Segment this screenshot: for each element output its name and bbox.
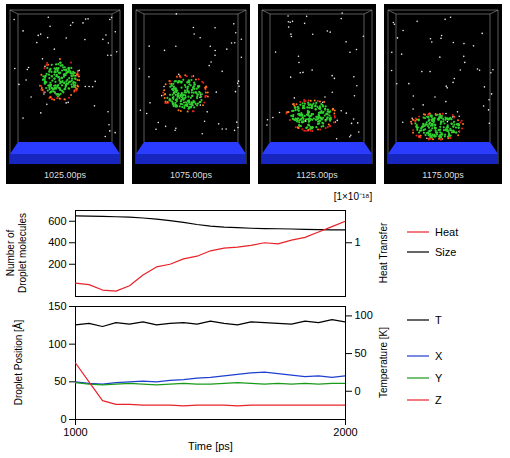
svg-text:50: 50 <box>355 347 367 359</box>
svg-text:Heat Transfer: Heat Transfer <box>378 222 389 283</box>
svg-text:1025.00ps: 1025.00ps <box>44 170 87 180</box>
svg-text:[1×10⁻¹⁸]: [1×10⁻¹⁸] <box>334 191 373 202</box>
svg-text:T: T <box>435 314 442 326</box>
svg-text:Size: Size <box>435 246 456 258</box>
svg-text:Droplet molecules: Droplet molecules <box>17 213 28 293</box>
svg-text:Time [ps]: Time [ps] <box>188 440 233 452</box>
svg-text:1000: 1000 <box>63 426 87 438</box>
svg-text:Number of: Number of <box>5 229 16 276</box>
svg-text:1175.00ps: 1175.00ps <box>422 170 464 180</box>
svg-text:100: 100 <box>355 309 373 321</box>
svg-text:Temperature [K]: Temperature [K] <box>378 327 389 398</box>
svg-text:1125.00ps: 1125.00ps <box>296 170 338 180</box>
svg-text:50: 50 <box>54 375 66 387</box>
svg-text:400: 400 <box>48 236 66 248</box>
svg-text:600: 600 <box>48 215 66 227</box>
svg-text:1075.00ps: 1075.00ps <box>170 170 213 180</box>
svg-text:Y: Y <box>435 372 443 384</box>
svg-text:Heat: Heat <box>435 226 458 238</box>
svg-text:Z: Z <box>435 394 442 406</box>
svg-text:200: 200 <box>48 258 66 270</box>
svg-text:2000: 2000 <box>333 426 357 438</box>
svg-text:Droplet Position [Å]: Droplet Position [Å] <box>12 319 24 405</box>
svg-text:1: 1 <box>355 236 361 248</box>
svg-text:0: 0 <box>60 413 66 425</box>
svg-text:X: X <box>435 350 443 362</box>
svg-text:150: 150 <box>48 300 66 312</box>
svg-text:0: 0 <box>355 385 361 397</box>
svg-text:100: 100 <box>48 338 66 350</box>
